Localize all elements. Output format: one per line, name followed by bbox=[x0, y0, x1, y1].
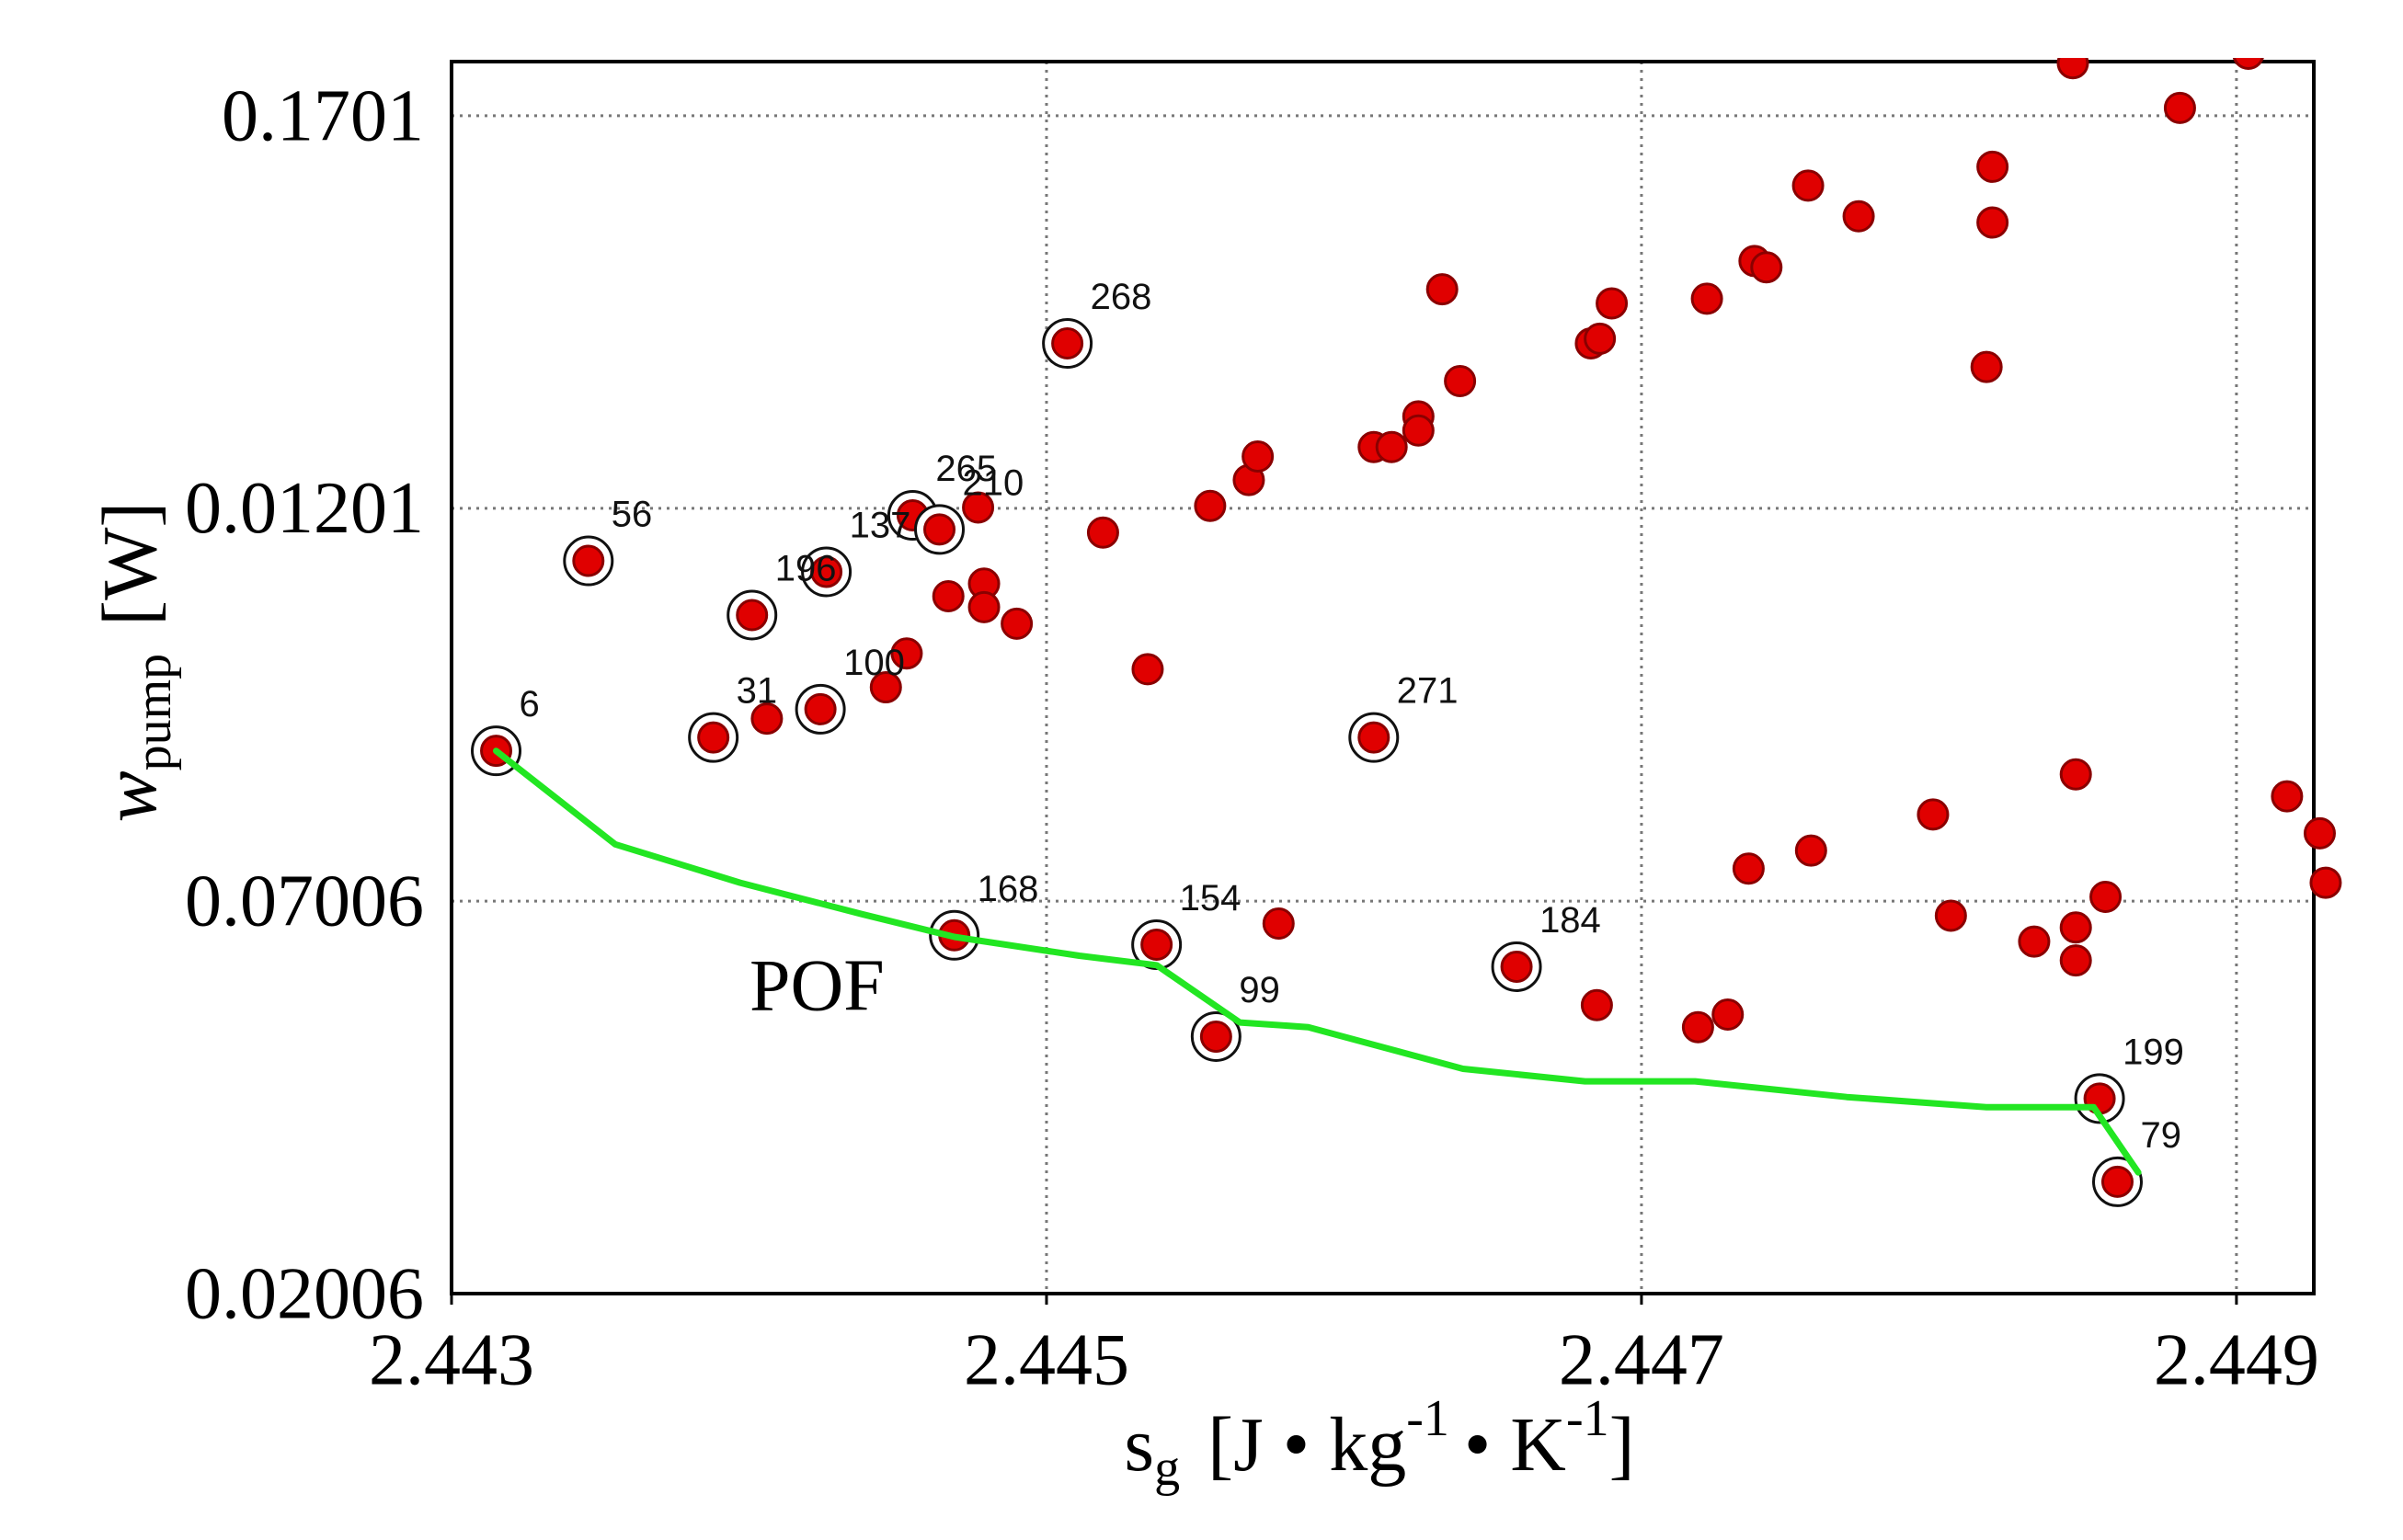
point bbox=[932, 579, 965, 612]
point bbox=[1681, 1010, 1714, 1044]
plot-frame bbox=[450, 60, 2316, 1295]
point-label: 56 bbox=[612, 495, 653, 535]
y-tick-label: 0.1701 bbox=[222, 75, 424, 156]
point bbox=[1001, 607, 1034, 640]
x-tick-label: 2.449 bbox=[2154, 1319, 2319, 1400]
point-label: 168 bbox=[978, 869, 1039, 909]
point bbox=[804, 692, 837, 725]
x-tick-label: 2.445 bbox=[964, 1319, 1129, 1400]
point bbox=[1199, 1020, 1232, 1053]
point bbox=[2163, 91, 2196, 124]
x-tick-label: 2.443 bbox=[369, 1319, 534, 1400]
point-label: 271 bbox=[1397, 671, 1459, 712]
x-tick-label: 2.447 bbox=[1559, 1319, 1724, 1400]
y-label-unit: [W] bbox=[87, 502, 173, 626]
point-label: 31 bbox=[737, 671, 778, 712]
point bbox=[572, 544, 605, 577]
point bbox=[1500, 950, 1533, 983]
y-tick-label: 0.02006 bbox=[185, 1253, 424, 1334]
pof-line bbox=[493, 747, 2142, 1176]
x-label-sub: g bbox=[1154, 1440, 1180, 1497]
point-label: 137 bbox=[850, 506, 911, 546]
point bbox=[2059, 758, 2092, 791]
point bbox=[1842, 200, 1875, 233]
point bbox=[1794, 834, 1827, 867]
point bbox=[750, 702, 784, 736]
x-label-sup: -1 bbox=[1406, 1390, 1449, 1447]
point bbox=[1596, 287, 1629, 320]
point bbox=[1791, 169, 1825, 202]
point bbox=[1580, 988, 1613, 1021]
point-label: 196 bbox=[775, 549, 837, 589]
point bbox=[1242, 439, 1275, 473]
point bbox=[2059, 944, 2092, 977]
y-label-symbol: w bbox=[87, 770, 173, 822]
point bbox=[1375, 430, 1408, 463]
x-axis-label: sg [J • kg-1 • K-1] bbox=[1124, 1390, 1634, 1497]
point bbox=[1140, 929, 1173, 962]
point bbox=[1444, 365, 1477, 398]
point bbox=[2018, 925, 2051, 958]
point bbox=[890, 637, 923, 670]
point bbox=[697, 721, 730, 754]
point bbox=[2232, 58, 2264, 70]
point-label: 79 bbox=[2141, 1115, 2182, 1156]
point bbox=[2059, 911, 2092, 944]
point bbox=[2101, 1165, 2134, 1198]
point bbox=[2089, 880, 2123, 913]
points bbox=[471, 58, 2342, 1207]
point bbox=[962, 491, 995, 524]
point bbox=[967, 590, 1001, 623]
x-label-symbol: s bbox=[1124, 1402, 1154, 1488]
point bbox=[736, 599, 769, 632]
point-label: 184 bbox=[1539, 900, 1601, 941]
point bbox=[1976, 206, 2009, 239]
x-label-unit: ] bbox=[1609, 1402, 1635, 1488]
point bbox=[1086, 516, 1119, 549]
point bbox=[1976, 150, 2009, 183]
point bbox=[2309, 866, 2342, 899]
point-label: 268 bbox=[1091, 277, 1152, 317]
point bbox=[1690, 282, 1723, 315]
x-label-unit: • K bbox=[1464, 1402, 1566, 1488]
point bbox=[1131, 653, 1164, 686]
point bbox=[2303, 816, 2336, 850]
point bbox=[2271, 780, 2304, 813]
point bbox=[869, 671, 902, 704]
point bbox=[1262, 907, 1295, 941]
x-label-unit: [J • kg bbox=[1207, 1402, 1406, 1488]
point-label: 154 bbox=[1180, 878, 1242, 918]
point-label: 199 bbox=[2123, 1032, 2184, 1072]
point bbox=[810, 555, 843, 588]
x-label-sup: -1 bbox=[1566, 1390, 1609, 1447]
point bbox=[1402, 414, 1435, 447]
point bbox=[1357, 721, 1390, 754]
point bbox=[1194, 489, 1227, 522]
y-axis-label: wpump [W] bbox=[87, 502, 182, 823]
point-label: 6 bbox=[520, 684, 540, 724]
point bbox=[1934, 899, 1967, 932]
point bbox=[1051, 327, 1084, 360]
point-label: 99 bbox=[1239, 970, 1280, 1010]
y-tick-label: 0.07006 bbox=[185, 861, 424, 941]
pof-label: POF bbox=[750, 945, 885, 1026]
point-label: 210 bbox=[963, 462, 1024, 503]
point bbox=[1425, 273, 1459, 306]
point bbox=[1917, 798, 1950, 831]
point bbox=[1732, 852, 1765, 885]
point-label: 265 bbox=[935, 449, 997, 489]
point bbox=[1750, 251, 1783, 284]
point-label: 100 bbox=[843, 643, 905, 683]
point bbox=[1584, 322, 1617, 355]
y-tick-label: 0.01201 bbox=[185, 468, 424, 549]
point bbox=[2056, 58, 2089, 80]
point bbox=[1970, 350, 2003, 383]
point bbox=[1711, 998, 1745, 1032]
y-label-sub: pump bbox=[125, 654, 182, 771]
point bbox=[923, 513, 956, 546]
